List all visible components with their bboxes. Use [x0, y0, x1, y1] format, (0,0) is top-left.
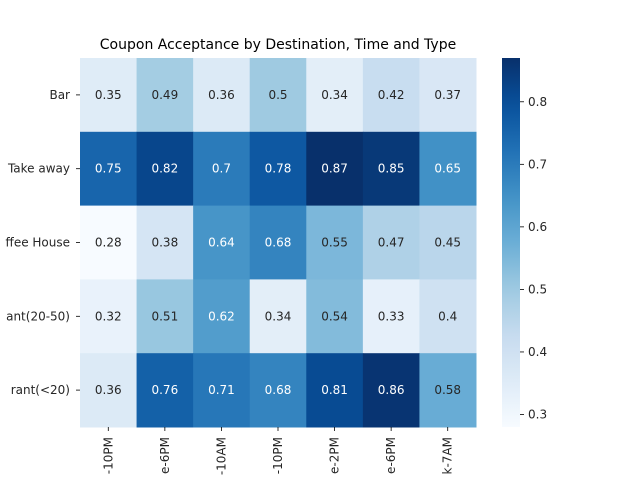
x-tick-label: k-7AM: [441, 437, 455, 474]
colorbar-gradient: [502, 58, 520, 427]
x-tick-label: e-6PM: [158, 437, 172, 474]
heatmap-cell: [419, 58, 477, 133]
x-tick-label: e-2PM: [328, 437, 342, 474]
x-tick-label: -10PM: [101, 437, 115, 474]
heatmap-cell: [136, 131, 194, 207]
heatmap-cell: [136, 279, 194, 354]
y-tick-label: Take away: [7, 162, 70, 176]
cell-value-label: 0.58: [434, 383, 461, 397]
heatmap-cell: [193, 205, 251, 280]
colorbar-tick-label: 0.4: [528, 345, 547, 359]
cell-value-label: 0.33: [378, 309, 405, 323]
heatmap-cell: [249, 279, 307, 354]
cell-value-label: 0.78: [265, 162, 292, 176]
cell-value-label: 0.34: [265, 309, 292, 323]
cell-value-label: 0.34: [321, 88, 348, 102]
y-tick-label: Bar: [49, 88, 70, 102]
cell-value-label: 0.35: [95, 88, 122, 102]
heatmap-cells: 0.35 0.49 0.36 0.5 0.34 0.42 0.37 0.75 0.82 0.7 0.…: [80, 58, 477, 428]
column-labels: -10PM e-6PM -10AM -10PM e-2PM e-6PM k-7AM: [101, 427, 455, 475]
cell-value-label: 0.81: [321, 383, 348, 397]
cell-value-label: 0.7: [212, 162, 231, 176]
cell-value-label: 0.87: [321, 162, 348, 176]
heatmap-cell: [136, 353, 194, 428]
heatmap-cell: [193, 353, 251, 428]
heatmap-cell: [362, 131, 420, 207]
heatmap-cell: [306, 131, 364, 207]
cell-value-label: 0.36: [208, 88, 235, 102]
heatmap-cell: [306, 58, 364, 133]
heatmap-cell: [193, 58, 251, 133]
cell-value-label: 0.54: [321, 309, 348, 323]
heatmap-cell: [80, 205, 138, 280]
chart-title: Coupon Acceptance by Destination, Time a…: [100, 37, 456, 53]
heatmap-cell: [249, 131, 307, 207]
cell-value-label: 0.82: [151, 162, 178, 176]
heatmap-cell: [249, 58, 307, 133]
heatmap-cell: [80, 131, 138, 207]
cell-value-label: 0.49: [151, 88, 178, 102]
cell-value-label: 0.85: [378, 162, 405, 176]
x-tick-label: e-6PM: [384, 437, 398, 474]
colorbar-tick-label: 0.7: [528, 157, 547, 171]
cell-value-label: 0.55: [321, 236, 348, 250]
cell-value-label: 0.28: [95, 236, 122, 250]
heatmap-cell: [80, 58, 138, 133]
cell-value-label: 0.68: [265, 236, 292, 250]
cell-value-label: 0.64: [208, 236, 235, 250]
heatmap-cell: [362, 58, 420, 133]
cell-value-label: 0.32: [95, 309, 122, 323]
heatmap-cell: [419, 279, 477, 354]
heatmap-cell: [362, 205, 420, 280]
heatmap-cell: [419, 205, 477, 280]
cell-value-label: 0.38: [151, 236, 178, 250]
heatmap-cell: [193, 131, 251, 207]
cell-value-label: 0.65: [434, 162, 461, 176]
heatmap-cell: [306, 353, 364, 428]
colorbar: 0.3 0.4 0.5 0.6 0.7 0.8: [502, 58, 547, 427]
cell-value-label: 0.36: [95, 383, 122, 397]
heatmap-cell: [136, 205, 194, 280]
cell-value-label: 0.62: [208, 309, 235, 323]
heatmap-cell: [419, 131, 477, 207]
heatmap-cell: [193, 279, 251, 354]
cell-value-label: 0.68: [265, 383, 292, 397]
y-tick-label: ant(20-50): [6, 309, 70, 323]
colorbar-tick-label: 0.6: [528, 220, 547, 234]
cell-value-label: 0.76: [151, 383, 178, 397]
x-tick-label: -10AM: [214, 437, 228, 475]
heatmap-cell: [362, 353, 420, 428]
cell-value-label: 0.71: [208, 383, 235, 397]
cell-value-label: 0.75: [95, 162, 122, 176]
heatmap-cell: [80, 353, 138, 428]
heatmap-cell: [249, 205, 307, 280]
x-tick-label: -10PM: [271, 437, 285, 474]
heatmap-cell: [306, 205, 364, 280]
cell-value-label: 0.51: [151, 309, 178, 323]
colorbar-tick-label: 0.3: [528, 407, 547, 421]
heatmap-cell: [80, 279, 138, 354]
heatmap-cell: [249, 353, 307, 428]
colorbar-tick-label: 0.5: [528, 282, 547, 296]
row-labels: Bar Take away ffee House ant(20-50) rant(<20…: [6, 88, 80, 397]
y-tick-label: rant(<20): [11, 383, 70, 397]
heatmap-cell: [136, 58, 194, 133]
cell-value-label: 0.42: [378, 88, 405, 102]
heatmap-cell: [306, 279, 364, 354]
heatmap-cell: [362, 279, 420, 354]
y-tick-label: ffee House: [6, 236, 70, 250]
cell-value-label: 0.37: [434, 88, 461, 102]
heatmap-cell: [419, 353, 477, 428]
cell-value-label: 0.86: [378, 383, 405, 397]
cell-value-label: 0.4: [438, 309, 457, 323]
cell-value-label: 0.45: [434, 236, 461, 250]
cell-value-label: 0.47: [378, 236, 405, 250]
cell-value-label: 0.5: [268, 88, 287, 102]
colorbar-tick-label: 0.8: [528, 95, 547, 109]
